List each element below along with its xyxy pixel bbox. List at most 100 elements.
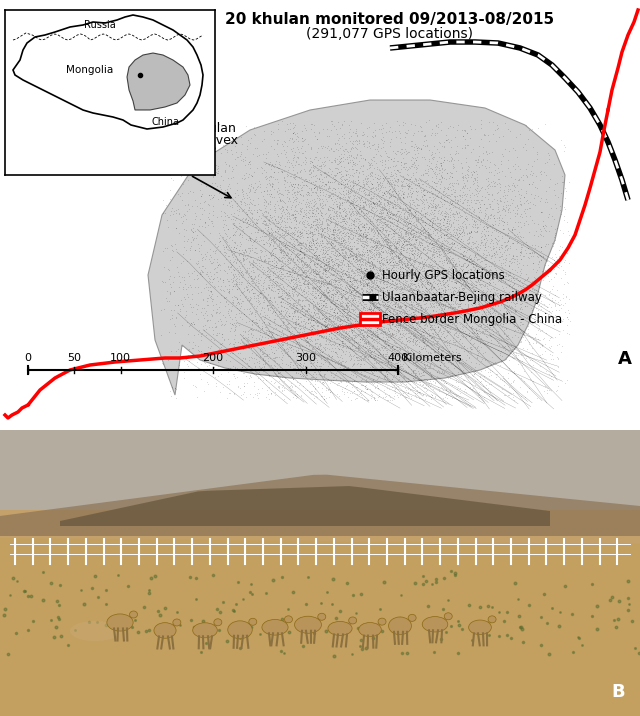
Point xyxy=(309,301,319,313)
Point xyxy=(214,228,224,239)
Point xyxy=(220,343,230,354)
Point xyxy=(268,282,278,294)
Point xyxy=(374,364,385,376)
Point xyxy=(492,238,502,250)
Point xyxy=(348,311,358,322)
Point xyxy=(392,367,402,378)
Point xyxy=(329,372,339,383)
Point xyxy=(260,200,271,212)
Point xyxy=(331,269,341,281)
Point xyxy=(444,294,454,306)
Point xyxy=(347,265,357,276)
Point xyxy=(353,295,363,306)
Point xyxy=(386,205,396,216)
Point xyxy=(442,339,452,351)
Point xyxy=(477,308,487,319)
Point xyxy=(432,185,442,196)
Point xyxy=(311,281,321,293)
Point xyxy=(342,256,353,267)
Point xyxy=(273,150,283,161)
Point xyxy=(333,260,343,271)
Point xyxy=(390,175,401,186)
Point xyxy=(493,214,504,226)
Point xyxy=(329,650,339,662)
Point xyxy=(524,383,534,395)
Point xyxy=(307,252,317,263)
Point xyxy=(530,272,540,284)
Point xyxy=(398,238,408,250)
Point xyxy=(348,137,358,149)
Point xyxy=(487,269,497,281)
Point xyxy=(282,270,292,281)
Point xyxy=(362,302,372,314)
Ellipse shape xyxy=(468,620,492,634)
Point xyxy=(428,214,438,226)
Point xyxy=(362,204,372,216)
Point xyxy=(185,280,195,291)
Point xyxy=(443,349,453,360)
Point xyxy=(289,159,300,170)
Point xyxy=(347,264,357,276)
Point xyxy=(426,230,436,241)
Point xyxy=(470,361,480,372)
Point xyxy=(305,164,315,175)
Point xyxy=(385,198,395,209)
Point xyxy=(393,251,403,262)
Point xyxy=(280,271,290,282)
Point xyxy=(341,241,351,253)
Point xyxy=(285,361,295,372)
Point xyxy=(447,368,458,379)
Point xyxy=(410,244,420,256)
Point xyxy=(441,389,451,400)
Point xyxy=(353,281,364,293)
Point xyxy=(364,207,374,218)
Point xyxy=(390,131,401,142)
Point xyxy=(352,277,362,289)
Point xyxy=(308,200,319,211)
Point xyxy=(365,244,376,256)
Point xyxy=(311,253,321,264)
Point xyxy=(342,212,353,223)
Point xyxy=(518,174,529,185)
Point xyxy=(523,320,533,332)
Point xyxy=(492,291,502,302)
Point xyxy=(441,384,451,395)
Point xyxy=(316,289,326,300)
Point xyxy=(429,324,440,335)
Point xyxy=(187,218,197,229)
Point xyxy=(250,302,260,314)
Point xyxy=(316,230,326,241)
Point xyxy=(286,281,296,292)
Point xyxy=(324,383,334,395)
Point xyxy=(407,274,417,286)
Point xyxy=(326,168,336,180)
Point xyxy=(271,223,282,234)
Point xyxy=(481,145,492,157)
Point xyxy=(445,196,455,208)
Point xyxy=(422,239,433,251)
Point xyxy=(376,160,387,171)
Point xyxy=(310,224,321,236)
Point xyxy=(460,311,470,322)
Point xyxy=(382,224,392,236)
Point xyxy=(326,309,337,321)
Point xyxy=(500,259,510,271)
Point xyxy=(394,374,404,385)
Point xyxy=(419,195,429,206)
Point xyxy=(321,123,332,135)
Point xyxy=(389,228,399,239)
Point xyxy=(466,194,476,205)
Point xyxy=(460,311,470,322)
Point xyxy=(351,135,361,146)
Point xyxy=(330,304,340,315)
Point xyxy=(378,223,388,234)
Point xyxy=(522,240,532,251)
Point xyxy=(525,289,536,301)
Point xyxy=(406,155,416,166)
Point xyxy=(468,367,479,378)
Point xyxy=(189,194,200,205)
Point xyxy=(499,308,509,319)
Point xyxy=(316,294,326,305)
Point xyxy=(170,299,180,311)
Point xyxy=(473,349,483,361)
